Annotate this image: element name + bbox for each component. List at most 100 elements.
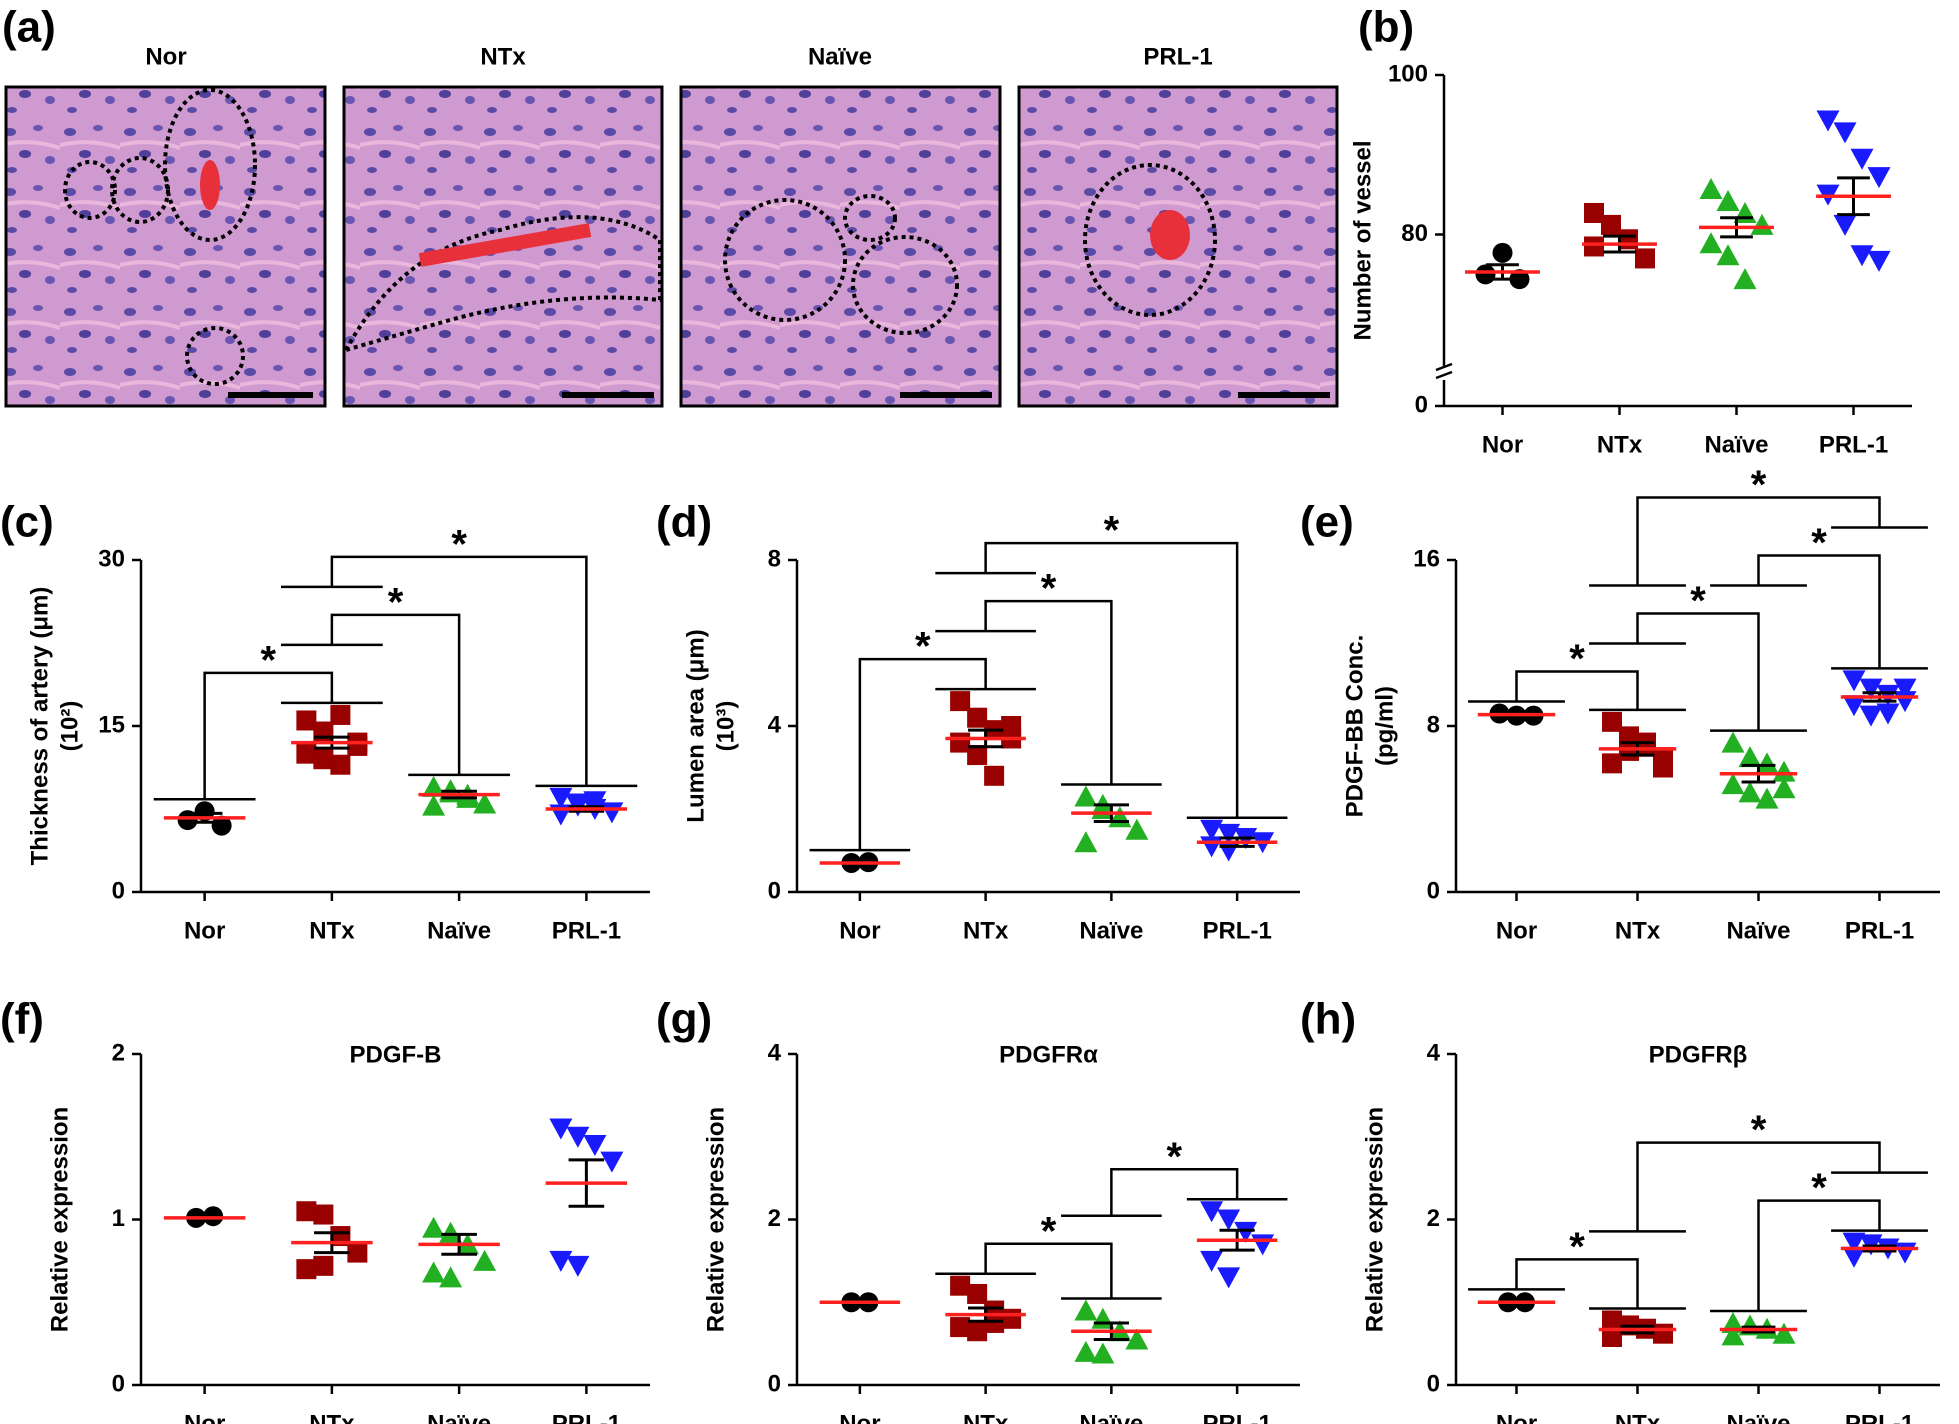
- y-tick-label: 100: [1388, 60, 1428, 87]
- y-tick-label: 16: [1413, 545, 1440, 572]
- data-point: [1721, 1311, 1745, 1333]
- significance-label: *: [388, 580, 404, 624]
- significance-label: *: [1041, 1209, 1057, 1253]
- x-tick-label: Naïve: [1726, 1410, 1790, 1424]
- significance-bracket: [153, 671, 383, 801]
- y-tick-label: 2: [768, 1205, 781, 1232]
- x-tick-label: PRL-1: [1845, 1410, 1914, 1424]
- data-point: [967, 1283, 988, 1304]
- x-tick-label: Nor: [839, 917, 880, 944]
- significance-label: *: [451, 522, 467, 566]
- data-point: [1074, 1340, 1098, 1362]
- significance-label: *: [1751, 1108, 1767, 1152]
- data-point: [549, 787, 573, 809]
- significance-bracket: [935, 1242, 1162, 1300]
- data-point: [1074, 1299, 1098, 1321]
- data-point: [1772, 1322, 1796, 1344]
- panel-label: (d): [656, 498, 712, 547]
- vessel-outline: [185, 326, 245, 386]
- data-point: [313, 1255, 334, 1276]
- data-point: [422, 1216, 446, 1238]
- vessel-outline: [1083, 163, 1217, 317]
- data-point: [422, 794, 446, 816]
- data-point: [1125, 818, 1149, 840]
- panel-label: (c): [0, 498, 54, 547]
- x-tick-label: Nor: [1496, 1410, 1537, 1424]
- y-tick-label: 0: [1415, 391, 1428, 418]
- data-point: [1867, 167, 1891, 189]
- data-point: [950, 1317, 971, 1338]
- y-tick-label: 8: [768, 545, 781, 572]
- significance-label: *: [915, 625, 931, 669]
- data-point: [1217, 1209, 1241, 1231]
- data-point: [566, 1126, 590, 1148]
- x-tick-label: Nor: [184, 1410, 225, 1424]
- data-point: [549, 1118, 573, 1140]
- data-point: [1772, 777, 1796, 799]
- data-point: [1653, 1323, 1673, 1344]
- y-tick-label: 2: [112, 1039, 125, 1066]
- y-tick-label: 4: [1427, 1039, 1441, 1066]
- data-point: [566, 1255, 590, 1277]
- panel-label: (e): [1300, 498, 1354, 547]
- data-point: [1738, 746, 1762, 768]
- x-tick-label: Naïve: [1079, 917, 1143, 944]
- data-point: [1125, 1328, 1149, 1350]
- vessel-outline: [63, 160, 117, 220]
- data-point: [1074, 785, 1098, 807]
- x-tick-label: PRL-1: [552, 1410, 621, 1424]
- data-point: [583, 791, 607, 813]
- data-point: [296, 1201, 317, 1222]
- data-point: [549, 1250, 573, 1272]
- data-point: [583, 1135, 607, 1157]
- data-point: [1602, 753, 1622, 774]
- data-point: [1699, 232, 1723, 254]
- data-point: [1755, 752, 1779, 774]
- y-tick-label: 0: [112, 877, 125, 904]
- significance-label: *: [1569, 637, 1585, 681]
- data-point: [967, 745, 988, 766]
- x-tick-label: NTx: [963, 1410, 1009, 1424]
- panel-label: (f): [0, 995, 44, 1044]
- significance-label: *: [1751, 463, 1767, 507]
- data-point: [1721, 731, 1745, 753]
- data-point: [1842, 695, 1866, 717]
- data-point: [1074, 831, 1098, 853]
- micrograph: [4, 85, 327, 408]
- data-point: [1699, 178, 1723, 200]
- data-point: [422, 775, 446, 797]
- significance-bracket: [280, 613, 511, 777]
- data-point: [473, 792, 497, 814]
- y-axis-label: Relative expression: [1361, 1107, 1388, 1332]
- significance-bracket: [1710, 554, 1928, 670]
- significance-label: *: [1104, 509, 1120, 553]
- image-label: PRL-1: [1143, 43, 1212, 70]
- data-point: [1833, 214, 1857, 236]
- data-point: [1850, 148, 1874, 170]
- data-point: [1200, 819, 1224, 841]
- y-tick-label: 0: [768, 1370, 781, 1397]
- x-tick-label: Nor: [1496, 917, 1537, 944]
- data-point: [984, 1312, 1005, 1333]
- x-tick-label: Naïve: [1726, 917, 1790, 944]
- significance-bracket: [935, 541, 1288, 819]
- y-axis-label: Relative expression: [702, 1107, 729, 1332]
- significance-bracket: [1589, 1141, 1928, 1233]
- significance-bracket: [1589, 612, 1807, 732]
- image-label: Naïve: [808, 43, 872, 70]
- y-axis-label: Relative expression: [46, 1107, 73, 1332]
- chart-title: PDGFRα: [999, 1041, 1098, 1068]
- data-point: [967, 1321, 988, 1342]
- y-tick-label: 80: [1401, 220, 1428, 247]
- vessel-outline: [344, 215, 662, 352]
- vessel-outline: [163, 88, 257, 242]
- chart-title: PDGF-B: [350, 1041, 442, 1068]
- y-tick-label: 0: [112, 1370, 125, 1397]
- image-label: NTx: [480, 43, 526, 70]
- data-point: [1584, 202, 1604, 223]
- data-point: [1876, 703, 1900, 725]
- x-tick-label: NTx: [1615, 917, 1661, 944]
- significance-bracket: [1468, 1258, 1686, 1310]
- y-tick-label: 1: [112, 1205, 125, 1232]
- x-tick-label: PRL-1: [552, 917, 621, 944]
